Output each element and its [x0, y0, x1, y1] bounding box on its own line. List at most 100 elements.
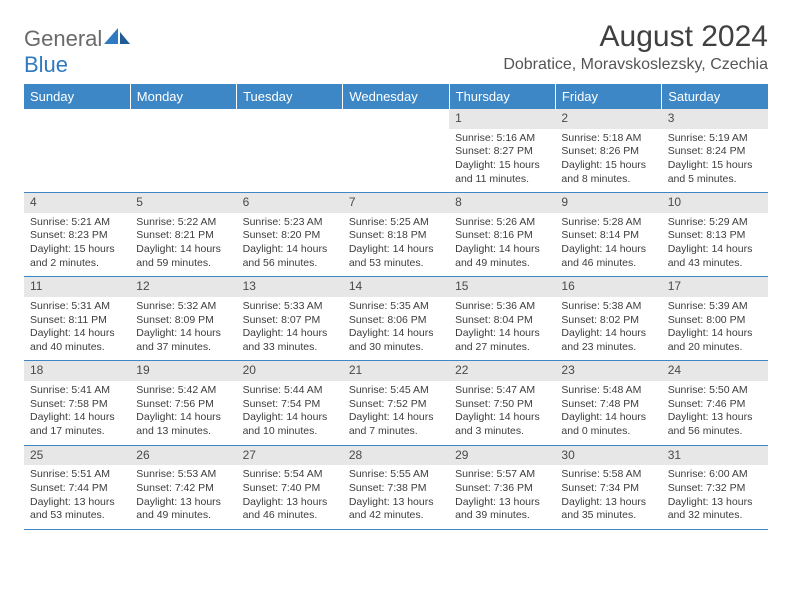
day-header: Saturday — [662, 84, 768, 109]
day-number: 13 — [237, 277, 343, 297]
calendar-cell: 9Sunrise: 5:28 AMSunset: 8:14 PMDaylight… — [555, 193, 661, 277]
day-number: 9 — [555, 193, 661, 213]
calendar-cell: 15Sunrise: 5:36 AMSunset: 8:04 PMDayligh… — [449, 277, 555, 361]
calendar-cell: 12Sunrise: 5:32 AMSunset: 8:09 PMDayligh… — [130, 277, 236, 361]
day-number: 24 — [662, 361, 768, 381]
calendar-cell: 17Sunrise: 5:39 AMSunset: 8:00 PMDayligh… — [662, 277, 768, 361]
day-number: 16 — [555, 277, 661, 297]
day-content: Sunrise: 5:25 AMSunset: 8:18 PMDaylight:… — [343, 213, 449, 277]
day-content: Sunrise: 5:26 AMSunset: 8:16 PMDaylight:… — [449, 213, 555, 277]
calendar-cell: 4Sunrise: 5:21 AMSunset: 8:23 PMDaylight… — [24, 193, 130, 277]
day-number: 15 — [449, 277, 555, 297]
calendar-cell: 18Sunrise: 5:41 AMSunset: 7:58 PMDayligh… — [24, 361, 130, 445]
day-content: Sunrise: 5:53 AMSunset: 7:42 PMDaylight:… — [130, 465, 236, 529]
title-block: August 2024 Dobratice, Moravskoslezsky, … — [503, 20, 768, 74]
day-number: 21 — [343, 361, 449, 381]
calendar-cell: 24Sunrise: 5:50 AMSunset: 7:46 PMDayligh… — [662, 361, 768, 445]
day-content: Sunrise: 5:18 AMSunset: 8:26 PMDaylight:… — [555, 129, 661, 193]
day-content: Sunrise: 5:47 AMSunset: 7:50 PMDaylight:… — [449, 381, 555, 445]
calendar-cell: 28Sunrise: 5:55 AMSunset: 7:38 PMDayligh… — [343, 445, 449, 529]
calendar-cell: 19Sunrise: 5:42 AMSunset: 7:56 PMDayligh… — [130, 361, 236, 445]
day-number: 6 — [237, 193, 343, 213]
day-number: 3 — [662, 109, 768, 129]
calendar-cell: 1Sunrise: 5:16 AMSunset: 8:27 PMDaylight… — [449, 109, 555, 193]
calendar-week-row: 11Sunrise: 5:31 AMSunset: 8:11 PMDayligh… — [24, 277, 768, 361]
day-header: Sunday — [24, 84, 130, 109]
calendar-cell: 20Sunrise: 5:44 AMSunset: 7:54 PMDayligh… — [237, 361, 343, 445]
day-number: 14 — [343, 277, 449, 297]
day-content: Sunrise: 5:19 AMSunset: 8:24 PMDaylight:… — [662, 129, 768, 193]
day-number: 12 — [130, 277, 236, 297]
calendar-cell: 10Sunrise: 5:29 AMSunset: 8:13 PMDayligh… — [662, 193, 768, 277]
day-number: 23 — [555, 361, 661, 381]
day-number: 8 — [449, 193, 555, 213]
logo-text-general: General — [24, 26, 102, 51]
day-header: Wednesday — [343, 84, 449, 109]
day-number: 31 — [662, 446, 768, 466]
calendar-cell: 7Sunrise: 5:25 AMSunset: 8:18 PMDaylight… — [343, 193, 449, 277]
month-title: August 2024 — [503, 20, 768, 54]
day-number: 4 — [24, 193, 130, 213]
day-number: 29 — [449, 446, 555, 466]
day-content: Sunrise: 5:41 AMSunset: 7:58 PMDaylight:… — [24, 381, 130, 445]
day-header: Tuesday — [237, 84, 343, 109]
day-number: 5 — [130, 193, 236, 213]
calendar-week-row: 1Sunrise: 5:16 AMSunset: 8:27 PMDaylight… — [24, 109, 768, 193]
day-content: Sunrise: 5:16 AMSunset: 8:27 PMDaylight:… — [449, 129, 555, 193]
calendar-head: SundayMondayTuesdayWednesdayThursdayFrid… — [24, 84, 768, 109]
day-content: Sunrise: 5:54 AMSunset: 7:40 PMDaylight:… — [237, 465, 343, 529]
day-content: Sunrise: 5:31 AMSunset: 8:11 PMDaylight:… — [24, 297, 130, 361]
location-text: Dobratice, Moravskoslezsky, Czechia — [503, 56, 768, 74]
day-number: 10 — [662, 193, 768, 213]
calendar-cell: 30Sunrise: 5:58 AMSunset: 7:34 PMDayligh… — [555, 445, 661, 529]
day-number: 27 — [237, 446, 343, 466]
day-header-row: SundayMondayTuesdayWednesdayThursdayFrid… — [24, 84, 768, 109]
calendar-cell: 11Sunrise: 5:31 AMSunset: 8:11 PMDayligh… — [24, 277, 130, 361]
day-number: 2 — [555, 109, 661, 129]
day-content: Sunrise: 5:36 AMSunset: 8:04 PMDaylight:… — [449, 297, 555, 361]
day-content: Sunrise: 5:51 AMSunset: 7:44 PMDaylight:… — [24, 465, 130, 529]
calendar-cell: 13Sunrise: 5:33 AMSunset: 8:07 PMDayligh… — [237, 277, 343, 361]
calendar-week-row: 25Sunrise: 5:51 AMSunset: 7:44 PMDayligh… — [24, 445, 768, 529]
calendar-cell: 6Sunrise: 5:23 AMSunset: 8:20 PMDaylight… — [237, 193, 343, 277]
calendar-body: 1Sunrise: 5:16 AMSunset: 8:27 PMDaylight… — [24, 109, 768, 529]
day-header: Monday — [130, 84, 236, 109]
calendar-week-row: 4Sunrise: 5:21 AMSunset: 8:23 PMDaylight… — [24, 193, 768, 277]
day-content: Sunrise: 5:38 AMSunset: 8:02 PMDaylight:… — [555, 297, 661, 361]
day-content: Sunrise: 5:23 AMSunset: 8:20 PMDaylight:… — [237, 213, 343, 277]
calendar-cell: 2Sunrise: 5:18 AMSunset: 8:26 PMDaylight… — [555, 109, 661, 193]
day-content: Sunrise: 5:48 AMSunset: 7:48 PMDaylight:… — [555, 381, 661, 445]
day-number: 25 — [24, 446, 130, 466]
day-content: Sunrise: 5:58 AMSunset: 7:34 PMDaylight:… — [555, 465, 661, 529]
calendar-cell — [343, 109, 449, 193]
day-number: 20 — [237, 361, 343, 381]
calendar-cell: 29Sunrise: 5:57 AMSunset: 7:36 PMDayligh… — [449, 445, 555, 529]
calendar-cell: 14Sunrise: 5:35 AMSunset: 8:06 PMDayligh… — [343, 277, 449, 361]
calendar-cell: 26Sunrise: 5:53 AMSunset: 7:42 PMDayligh… — [130, 445, 236, 529]
calendar-cell: 16Sunrise: 5:38 AMSunset: 8:02 PMDayligh… — [555, 277, 661, 361]
day-number: 19 — [130, 361, 236, 381]
logo-sail-icon — [104, 28, 130, 46]
calendar-page: General Blue August 2024 Dobratice, Mora… — [0, 0, 792, 540]
day-content: Sunrise: 5:39 AMSunset: 8:00 PMDaylight:… — [662, 297, 768, 361]
calendar-cell: 31Sunrise: 6:00 AMSunset: 7:32 PMDayligh… — [662, 445, 768, 529]
day-header: Friday — [555, 84, 661, 109]
calendar-cell: 25Sunrise: 5:51 AMSunset: 7:44 PMDayligh… — [24, 445, 130, 529]
logo-text-wrap: General Blue — [24, 26, 130, 78]
day-number: 1 — [449, 109, 555, 129]
calendar-cell: 21Sunrise: 5:45 AMSunset: 7:52 PMDayligh… — [343, 361, 449, 445]
calendar-cell: 8Sunrise: 5:26 AMSunset: 8:16 PMDaylight… — [449, 193, 555, 277]
day-number: 17 — [662, 277, 768, 297]
day-number: 11 — [24, 277, 130, 297]
calendar-week-row: 18Sunrise: 5:41 AMSunset: 7:58 PMDayligh… — [24, 361, 768, 445]
day-content: Sunrise: 6:00 AMSunset: 7:32 PMDaylight:… — [662, 465, 768, 529]
calendar-cell — [130, 109, 236, 193]
calendar-cell: 23Sunrise: 5:48 AMSunset: 7:48 PMDayligh… — [555, 361, 661, 445]
day-content: Sunrise: 5:32 AMSunset: 8:09 PMDaylight:… — [130, 297, 236, 361]
day-header: Thursday — [449, 84, 555, 109]
day-content: Sunrise: 5:21 AMSunset: 8:23 PMDaylight:… — [24, 213, 130, 277]
day-number: 30 — [555, 446, 661, 466]
day-content: Sunrise: 5:44 AMSunset: 7:54 PMDaylight:… — [237, 381, 343, 445]
calendar-cell — [237, 109, 343, 193]
day-number: 18 — [24, 361, 130, 381]
